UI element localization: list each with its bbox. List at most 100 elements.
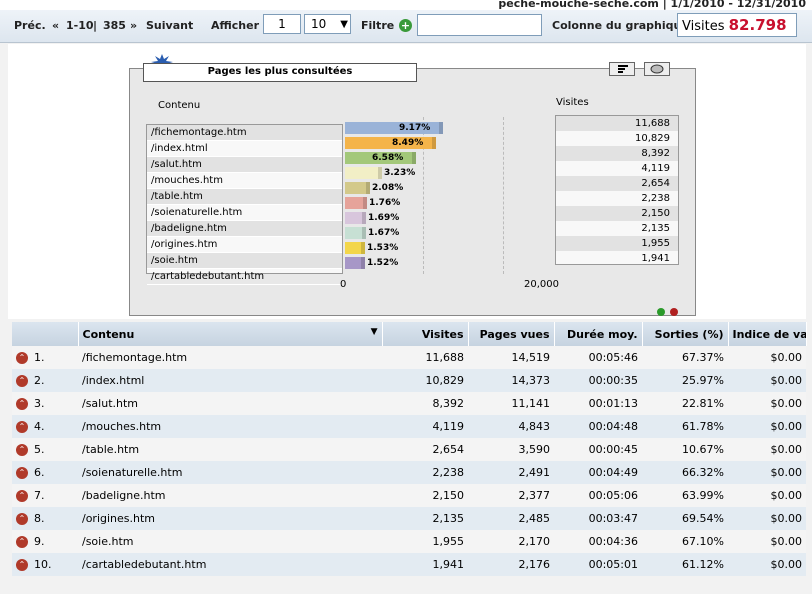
table-row[interactable]: ⌃ 9. /soie.htm 1,955 2,170 00:04:36 67.10% $0.0… [12, 530, 806, 553]
table-row[interactable]: ⌃ 1. /fichemontage.htm 11,688 14,519 00:05:46… [12, 346, 806, 369]
prev-label[interactable]: Préc. [14, 19, 46, 32]
pages-vues-cell: 2,170 [468, 530, 554, 553]
chart-bar[interactable] [345, 122, 443, 134]
table-header-row: Contenu ▼ Visites Pages vues Durée moy. … [12, 322, 807, 346]
expand-row-icon[interactable]: ⌃ [16, 467, 28, 479]
page-cell[interactable]: /badeligne.htm [78, 484, 382, 507]
sort-desc-icon: ▼ [370, 327, 378, 337]
column-header-visites[interactable]: Visites [382, 322, 469, 346]
prev-link[interactable]: Préc. [14, 19, 46, 32]
page-cell[interactable]: /fichemontage.htm [78, 346, 382, 369]
page-cell[interactable]: /cartabledebutant.htm [78, 553, 382, 576]
chart-bar[interactable] [345, 227, 366, 239]
chart-value-label: 4,119 [641, 163, 670, 174]
column-header-pages-vues[interactable]: Pages vues [468, 322, 555, 346]
visites-cell: 2,135 [382, 507, 468, 530]
visites-cell: 8,392 [382, 392, 468, 415]
row-index-cell: ⌃ 7. [12, 484, 78, 507]
expand-row-icon[interactable]: ⌃ [16, 444, 28, 456]
chart-percent-label: 1.53% [367, 243, 399, 253]
expand-row-icon[interactable]: ⌃ [16, 375, 28, 387]
next-link[interactable]: Suivant [146, 19, 194, 32]
sorties-cell: 61.78% [642, 415, 728, 438]
chart-percent-label: 2.08% [372, 183, 404, 193]
table-row[interactable]: ⌃ 5. /table.htm 2,654 3,590 00:00:45 10.67% $0.… [12, 438, 806, 461]
page-cell[interactable]: /table.htm [78, 438, 382, 461]
row-index: 9. [34, 535, 45, 548]
chart-value-label: 1,941 [641, 253, 670, 264]
chart-bar[interactable] [345, 197, 367, 209]
pages-vues-cell: 2,491 [468, 461, 554, 484]
column-header-sorties[interactable]: Sorties (%) [642, 322, 729, 346]
chart-title: Pages les plus consultées [143, 63, 417, 82]
page-cell[interactable]: /soienaturelle.htm [78, 461, 382, 484]
chart-category-label: /cartabledebutant.htm [147, 269, 342, 285]
column-header-indice[interactable]: Indice de vale [728, 322, 807, 346]
add-filter-icon[interactable]: + [399, 19, 412, 32]
column-header-contenu[interactable]: Contenu ▼ [78, 322, 383, 346]
chart-percent-label: 1.69% [368, 213, 400, 223]
pages-vues-cell: 3,590 [468, 438, 554, 461]
column-header-duree[interactable]: Durée moy. [554, 322, 643, 346]
x-tick-label: 0 [340, 279, 347, 290]
table-row[interactable]: ⌃ 4. /mouches.htm 4,119 4,843 00:04:48 61.78% $… [12, 415, 806, 438]
row-index-cell: ⌃ 3. [12, 392, 78, 415]
indice-cell: $0.00 [728, 530, 806, 553]
expand-row-icon[interactable]: ⌃ [16, 352, 28, 364]
expand-row-icon[interactable]: ⌃ [16, 513, 28, 525]
next-arrows-icon[interactable]: » [130, 19, 138, 32]
status-red-icon [670, 308, 678, 316]
chart-column-metric: Visites [682, 19, 725, 34]
expand-row-icon[interactable]: ⌃ [16, 559, 28, 571]
page-cell[interactable]: /soie.htm [78, 530, 382, 553]
table-row[interactable]: ⌃ 2. /index.html 10,829 14,373 00:00:35 25.97%… [12, 369, 806, 392]
show-label: Afficher [211, 19, 260, 32]
chart-x-axis-label: Contenu [158, 100, 201, 111]
table-header-index [12, 322, 79, 346]
sorties-cell: 69.54% [642, 507, 728, 530]
sorties-cell: 67.37% [642, 346, 728, 369]
table-row[interactable]: ⌃ 7. /badeligne.htm 2,150 2,377 00:05:06 63.99… [12, 484, 806, 507]
table-row[interactable]: ⌃ 10. /cartabledebutant.htm 1,941 2,176 00:05… [12, 553, 806, 576]
filter-label: Filtre [361, 19, 395, 32]
expand-row-icon[interactable]: ⌃ [16, 536, 28, 548]
chart-percent-label: 9.17% [399, 123, 431, 133]
page-cell[interactable]: /mouches.htm [78, 415, 382, 438]
indice-cell: $0.00 [728, 507, 806, 530]
sorties-cell: 10.67% [642, 438, 728, 461]
table-row[interactable]: ⌃ 3. /salut.htm 8,392 11,141 00:01:13 22.81% $0… [12, 392, 806, 415]
page-cell[interactable]: /origines.htm [78, 507, 382, 530]
prev-arrows-icon[interactable]: « [52, 19, 60, 32]
filter-input[interactable] [417, 14, 542, 36]
duree-cell: 00:03:47 [554, 507, 642, 530]
duree-cell: 00:04:48 [554, 415, 642, 438]
chart-bar[interactable] [345, 212, 366, 224]
bar-chart-view-button[interactable] [609, 62, 635, 76]
table-row[interactable]: ⌃ 8. /origines.htm 2,135 2,485 00:03:47 69.54%… [12, 507, 806, 530]
duree-cell: 00:05:06 [554, 484, 642, 507]
expand-row-icon[interactable]: ⌃ [16, 421, 28, 433]
chart-bar[interactable] [345, 242, 365, 254]
chart-bar[interactable] [345, 152, 416, 164]
chart-bar[interactable] [345, 167, 382, 179]
page-cell[interactable]: /index.html [78, 369, 382, 392]
page-input[interactable] [263, 14, 301, 34]
pie-chart-view-button[interactable] [644, 62, 670, 76]
pagination-toolbar: Préc. « 1-10 | 385 » Suivant Afficher 10… [0, 10, 812, 43]
chart-column-select[interactable]: Visites 82.798 [677, 13, 797, 37]
chart-percent-label: 6.58% [372, 153, 404, 163]
expand-row-icon[interactable]: ⌃ [16, 490, 28, 502]
gridline [423, 117, 424, 274]
table-row[interactable]: ⌃ 6. /soienaturelle.htm 2,238 2,491 00:04:49 6… [12, 461, 806, 484]
chart-bar[interactable] [345, 137, 436, 149]
duree-cell: 00:00:45 [554, 438, 642, 461]
page-cell[interactable]: /salut.htm [78, 392, 382, 415]
row-index-cell: ⌃ 10. [12, 553, 78, 576]
duree-cell: 00:04:49 [554, 461, 642, 484]
chart-bar[interactable] [345, 257, 365, 269]
expand-row-icon[interactable]: ⌃ [16, 398, 28, 410]
chart-bar[interactable] [345, 182, 370, 194]
per-page-select[interactable]: 10 ▼ [304, 14, 351, 34]
row-index-cell: ⌃ 4. [12, 415, 78, 438]
chart-category-label: /soienaturelle.htm [147, 205, 342, 221]
